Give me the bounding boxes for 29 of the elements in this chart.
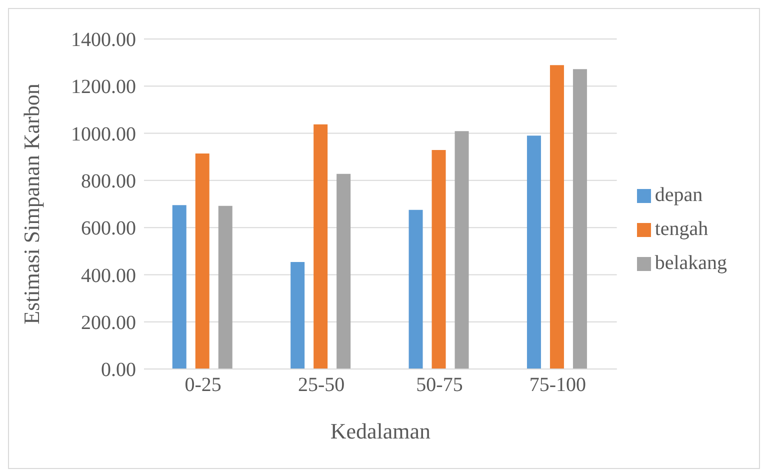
bar	[336, 174, 351, 369]
y-axis-title: Estimasi Simpanan Karbon	[18, 84, 44, 324]
bar	[195, 154, 210, 369]
x-tick-label: 75-100	[529, 374, 586, 396]
bar	[408, 210, 423, 369]
bar	[550, 65, 564, 369]
bar	[432, 150, 446, 369]
bar	[172, 205, 186, 369]
bar	[526, 136, 541, 369]
bar	[454, 131, 469, 369]
y-tick-label: 1000.00	[71, 123, 136, 146]
legend-label: tengah	[654, 218, 708, 240]
bar	[290, 262, 305, 369]
bar	[218, 206, 232, 369]
x-tick-label: 0-25	[184, 374, 222, 396]
y-tick-label: 800.00	[81, 170, 136, 193]
legend-label: depan	[654, 184, 703, 206]
x-tick-label: 25-50	[298, 374, 345, 396]
bar	[314, 124, 328, 369]
y-tick-label: 600.00	[81, 218, 136, 240]
y-tick-label: 1200.00	[71, 76, 136, 98]
x-tick-label: 50-75	[416, 374, 463, 396]
y-tick-label: 1400.00	[71, 29, 136, 52]
x-axis-title: Kedalaman	[330, 418, 430, 444]
y-tick-label: 400.00	[81, 264, 136, 287]
y-tick-label: 200.00	[81, 312, 136, 334]
legend-label: belakang	[654, 252, 727, 274]
bar	[572, 69, 587, 369]
y-tick-label: 0.00	[101, 359, 136, 382]
